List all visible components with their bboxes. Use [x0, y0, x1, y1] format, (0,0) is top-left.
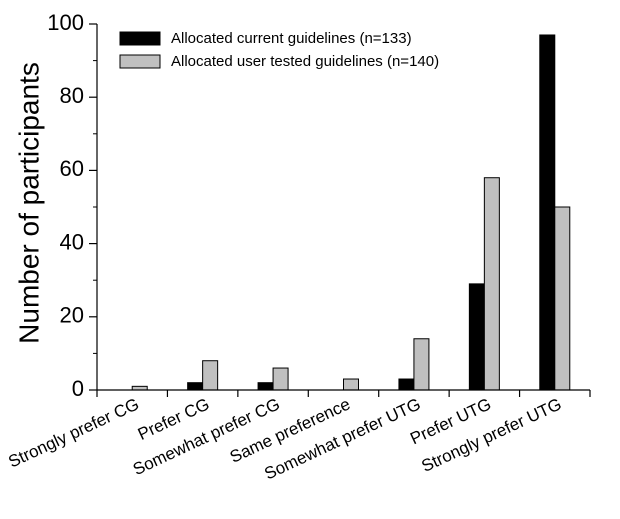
x-tick-label: Strongly prefer CG: [5, 394, 141, 471]
y-tick-label: 100: [47, 10, 84, 35]
legend-label-user-tested: Allocated user tested guidelines (n=140): [171, 53, 439, 70]
bar-user-tested-5: [483, 177, 500, 391]
y-tick-label: 80: [60, 83, 84, 108]
legend: Allocated current guidelines (n=133) Allo…: [119, 30, 439, 70]
bar-user-tested-6: [554, 206, 571, 391]
bar-current-5: [468, 283, 485, 391]
bars-group: [131, 34, 571, 391]
y-tick-label: 40: [60, 229, 84, 254]
bar-current-4: [398, 378, 415, 391]
legend-label-current: Allocated current guidelines (n=133): [171, 30, 412, 47]
legend-swatch-current: [119, 31, 161, 46]
bar-user-tested-2: [272, 367, 289, 391]
bar-user-tested-3: [343, 378, 359, 391]
y-axis-title: Number of participants: [13, 62, 44, 344]
y-tick-label: 0: [72, 376, 84, 401]
bar-user-tested-4: [413, 338, 430, 391]
bar-current-1: [187, 382, 204, 391]
bar-current-2: [257, 382, 274, 391]
bar-current-6: [539, 34, 556, 391]
legend-swatch-user-tested: [119, 54, 161, 69]
y-tick-label: 20: [60, 303, 84, 328]
y-tick-label: 60: [60, 156, 84, 181]
bar-user-tested-1: [202, 360, 219, 391]
